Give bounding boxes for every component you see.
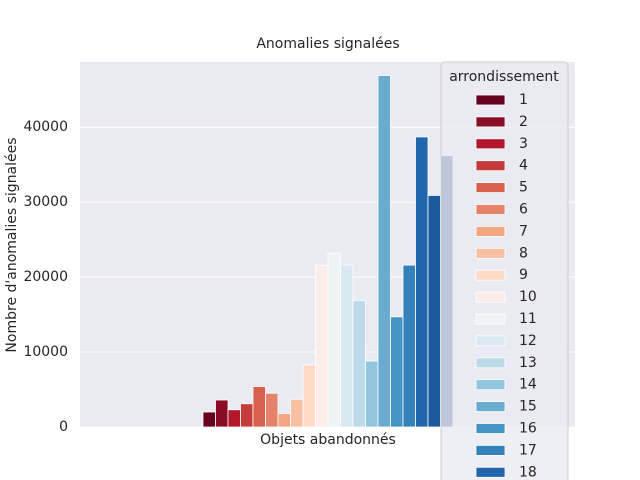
bar xyxy=(215,399,229,428)
legend-swatch xyxy=(475,379,506,391)
legend-swatch xyxy=(475,138,506,150)
bar xyxy=(240,403,254,428)
bar xyxy=(427,195,441,428)
bar xyxy=(252,386,266,428)
y-tick-label: 40000 xyxy=(23,119,68,135)
legend-swatch xyxy=(475,444,506,456)
legend-swatch xyxy=(475,401,506,413)
y-tick-label: 10000 xyxy=(23,344,68,360)
legend-label: 11 xyxy=(519,311,537,327)
legend-label: 9 xyxy=(519,267,528,283)
y-tick-label: 0 xyxy=(59,419,68,435)
legend-label: 7 xyxy=(519,223,528,239)
legend-label: 4 xyxy=(519,158,528,174)
bar xyxy=(352,299,366,428)
legend-swatch xyxy=(475,94,506,106)
legend-swatch xyxy=(475,204,506,215)
legend-label: 1 xyxy=(519,92,528,108)
legend-label: 8 xyxy=(519,245,528,261)
legend-swatch xyxy=(475,335,506,347)
x-tick-label: Objets abandonnés xyxy=(260,432,396,448)
legend-swatch xyxy=(475,423,506,434)
y-tick-label: 30000 xyxy=(23,194,68,210)
y-tick-label: 20000 xyxy=(23,269,68,285)
bar xyxy=(315,264,329,428)
legend-swatch xyxy=(475,182,506,194)
bar xyxy=(227,409,241,428)
legend-label: 10 xyxy=(519,289,537,305)
legend-title: arrondissement xyxy=(449,69,559,85)
legend-label: 5 xyxy=(519,180,528,196)
bar xyxy=(415,136,429,428)
legend-swatch xyxy=(475,357,506,369)
legend-label: 17 xyxy=(519,442,537,458)
legend-label: 15 xyxy=(519,399,537,415)
legend-swatch xyxy=(475,291,506,303)
bar xyxy=(290,398,304,428)
legend-label: 13 xyxy=(519,355,537,371)
bar xyxy=(390,316,404,428)
legend-swatch xyxy=(475,247,506,259)
legend-swatch xyxy=(475,313,506,325)
bar xyxy=(265,392,279,428)
y-axis-label: Nombre d'anomalies signalées xyxy=(4,137,20,352)
legend-swatch xyxy=(475,225,506,237)
legend-swatch xyxy=(475,160,506,172)
legend-label: 2 xyxy=(519,114,528,130)
legend-label: 14 xyxy=(519,377,537,393)
chart-title: Anomalies signalées xyxy=(256,36,399,52)
bar xyxy=(202,411,216,428)
legend-swatch xyxy=(475,116,506,128)
legend-label: 6 xyxy=(519,202,528,218)
legend-swatch xyxy=(475,466,506,478)
bar xyxy=(277,413,291,428)
legend-swatch xyxy=(475,269,506,281)
bar xyxy=(340,264,354,428)
legend-label: 16 xyxy=(519,421,537,437)
bar xyxy=(302,364,316,428)
bar xyxy=(402,264,416,428)
legend-label: 3 xyxy=(519,136,528,152)
bar xyxy=(365,360,379,428)
bar xyxy=(377,75,391,428)
bar xyxy=(327,252,341,428)
legend-label: 12 xyxy=(519,333,537,349)
legend-label: 18 xyxy=(519,464,537,480)
